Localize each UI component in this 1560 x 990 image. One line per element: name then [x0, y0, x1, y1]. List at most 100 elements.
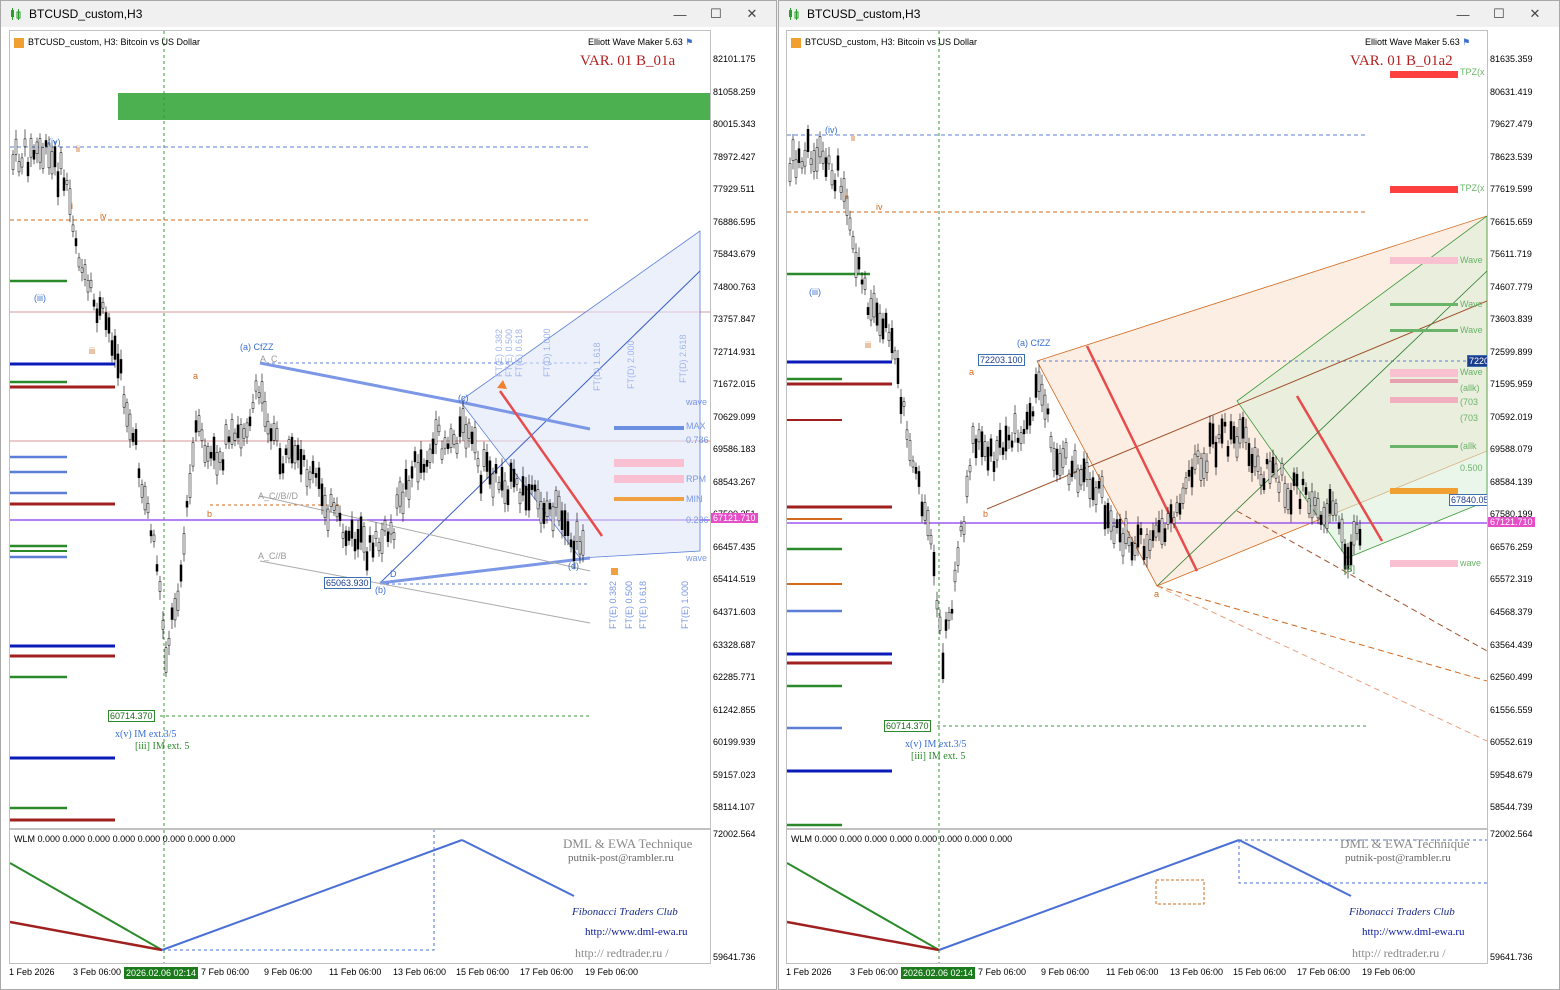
candle [446, 443, 450, 449]
candle [1328, 489, 1332, 514]
price-scale[interactable]: 81635.359 80631.419 79627.479 78623.539 7761… [1486, 30, 1560, 827]
candle [1031, 411, 1035, 417]
wave-zone [1390, 445, 1458, 448]
window-titlebar[interactable]: BTCUSD_custom,H3 — ☐ ✕ [1, 1, 776, 27]
indicator-name[interactable]: Elliott Wave Maker 5.63 ⚑ [588, 37, 694, 47]
candle [173, 598, 177, 621]
candle [1070, 460, 1074, 478]
wave-label: (a) CfZZ [240, 342, 274, 352]
candle [947, 612, 951, 621]
right-tag: TPZ(x [1460, 183, 1485, 193]
close-button[interactable]: ✕ [1529, 6, 1541, 21]
candle [38, 138, 42, 163]
indicator-scale: 72002.564 59641.736 [1490, 829, 1533, 962]
right-tag: Wave [1460, 325, 1483, 335]
credit-line: putnik-post@rambler.ru [568, 852, 674, 864]
candle [803, 149, 807, 167]
candle [230, 419, 234, 445]
channel-line [379, 270, 701, 584]
price-tick-label: 74607.779 [1490, 281, 1533, 292]
candle [1217, 434, 1221, 439]
credit-link[interactable]: http://www.dml-ewa.ru [585, 926, 688, 938]
price-tick-label: 81635.359 [1490, 54, 1533, 64]
window-title: BTCUSD_custom,H3 [29, 7, 143, 21]
wave-label: b [207, 509, 213, 519]
wave-line [259, 361, 466, 405]
price-tick-label: 70592.019 [1490, 411, 1533, 422]
chart-window-left[interactable]: BTCUSD_custom,H3 — ☐ ✕ [0, 0, 777, 990]
indicator-name[interactable]: Elliott Wave Maker 5.63 ⚑ [1365, 37, 1471, 47]
candle [296, 444, 300, 461]
minimize-button[interactable]: — [673, 6, 687, 22]
wave-zone [1390, 488, 1458, 494]
close-button[interactable]: ✕ [746, 6, 758, 21]
candle [362, 526, 366, 553]
candle [1205, 460, 1209, 473]
indicator-pane[interactable]: WLM 0.000 0.000 0.000 0.000 0.000 0.000 … [9, 829, 711, 964]
candle [128, 413, 132, 441]
credit-link[interactable]: http:// redtrader.ru / [575, 946, 669, 960]
candle [410, 466, 414, 479]
rpm-zone [614, 475, 684, 483]
candle [407, 480, 411, 500]
time-axis[interactable]: 1 Feb 2026 3 Feb 06:00 7 Feb 06:00 9 Feb… [786, 967, 1416, 979]
price-tick-label: 69586.183 [713, 444, 756, 455]
candle [167, 637, 171, 646]
candle [98, 297, 102, 316]
chart-window-right[interactable]: BTCUSD_custom,H3 — ☐ ✕ [778, 0, 1560, 990]
right-tag: MAX [686, 421, 706, 431]
right-tag: Wave [1460, 367, 1483, 377]
candle [1283, 483, 1287, 508]
candle [1298, 498, 1302, 509]
fibo-label: FT(E) 0.382 [494, 328, 504, 377]
candle [308, 471, 312, 481]
right-tag: (allk) [1460, 383, 1480, 393]
candle [1139, 528, 1143, 535]
candle [857, 256, 861, 270]
candle [1073, 450, 1077, 473]
candle [395, 494, 399, 509]
indicator-pane[interactable]: WLM 0.000 0.000 0.000 0.000 0.000 0.000 … [786, 829, 1488, 964]
wave-label: iv [876, 202, 883, 212]
candle [434, 419, 438, 445]
ft-label: FT(E) 0.382 [608, 580, 618, 629]
candle [137, 468, 141, 479]
note-label: x(v) IM ext.3/5 [905, 739, 967, 750]
candle [1001, 447, 1005, 455]
candle [350, 519, 354, 539]
candle [797, 148, 801, 163]
candle [821, 150, 825, 164]
candle [122, 394, 126, 408]
candle [1340, 518, 1344, 543]
maximize-button[interactable]: ☐ [710, 6, 722, 21]
minimize-button[interactable]: — [1456, 6, 1470, 22]
candle [788, 163, 792, 182]
candle [1319, 514, 1323, 525]
candle [503, 480, 507, 504]
candle [1010, 440, 1014, 448]
gray-line [259, 495, 591, 572]
window-titlebar[interactable]: BTCUSD_custom,H3 — ☐ ✕ [779, 1, 1559, 27]
candle [1355, 524, 1359, 534]
credit-link[interactable]: http:// redtrader.ru / [1352, 946, 1446, 960]
main-chart-pane[interactable]: BTCUSD_custom, H3: Bitcoin vs US Dollar … [786, 30, 1488, 829]
candle [878, 312, 882, 336]
candle [992, 461, 996, 472]
green-fan-line [1156, 270, 1487, 587]
candle [1028, 403, 1032, 426]
candle [1244, 426, 1248, 444]
maximize-button[interactable]: ☐ [1493, 6, 1505, 21]
candle [62, 177, 66, 191]
candle [131, 432, 135, 442]
candle [233, 432, 237, 441]
candle [143, 485, 147, 511]
time-axis[interactable]: 1 Feb 2026 3 Feb 06:00 7 Feb 06:00 9 Feb… [9, 967, 639, 979]
main-chart-pane[interactable]: BTCUSD_custom, H3: Bitcoin vs US Dollar … [9, 30, 711, 829]
candle [575, 520, 579, 542]
price-scale[interactable]: 82101.175 81058.259 80015.343 78972.427 7792… [709, 30, 777, 827]
candle [1199, 457, 1203, 481]
right-tag: MIN [686, 494, 703, 504]
credit-link[interactable]: http://www.dml-ewa.ru [1362, 926, 1465, 938]
candle [194, 420, 198, 433]
price-tick-label: 67580.199 [1490, 509, 1533, 520]
